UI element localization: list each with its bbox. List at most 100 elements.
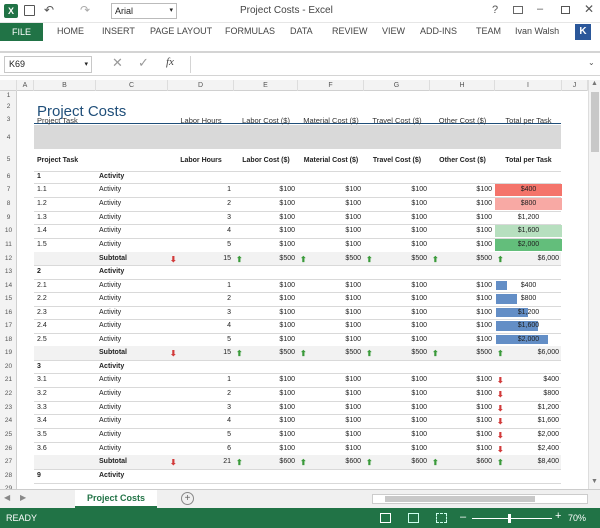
travel-cost[interactable]: $100 [411,309,427,316]
header-cell-5[interactable]: Other Cost ($) [438,116,487,125]
material-cost[interactable]: $100 [345,376,361,383]
travel-cost[interactable]: $100 [411,404,427,411]
add-sheet-button[interactable]: + [181,492,194,505]
subtotal-other[interactable]: $600 [476,458,492,465]
labor-cost[interactable]: $100 [279,214,295,221]
labor-hours[interactable]: 5 [227,431,231,438]
task-id[interactable]: 2.3 [37,309,47,316]
labor-cost[interactable]: $100 [279,241,295,248]
formula-input[interactable] [190,56,586,73]
user-name[interactable]: Ivan Walsh [515,26,560,36]
normal-view-icon[interactable] [380,513,391,523]
task-activity[interactable]: Activity [99,376,122,383]
next-sheet-icon[interactable]: ▶ [20,493,27,502]
total-per-task[interactable]: $1,600 [495,225,562,237]
task-id[interactable]: 3.2 [37,390,47,397]
other-cost[interactable]: $100 [476,417,492,424]
task-id[interactable]: 2.5 [37,336,47,343]
labor-cost[interactable]: $100 [279,390,295,397]
labor-cost[interactable]: $100 [279,200,295,207]
total-per-task[interactable]: $400 [520,282,537,289]
subtotal-hours[interactable]: 15 [223,349,231,356]
travel-cost[interactable]: $100 [411,322,427,329]
subtotal-label[interactable]: Subtotal [99,255,127,262]
row-header[interactable]: 5 [6,156,11,163]
subtotal-travel[interactable]: $500 [411,349,427,356]
tab-data[interactable]: DATA [290,26,313,36]
labor-hours[interactable]: 4 [227,322,231,329]
material-cost[interactable]: $100 [345,431,361,438]
labor-hours[interactable]: 3 [227,214,231,221]
labor-hours[interactable]: 2 [227,390,231,397]
restore-button[interactable] [561,6,570,14]
labor-hours[interactable]: 1 [227,376,231,383]
other-cost[interactable]: $100 [476,309,492,316]
other-cost[interactable]: $100 [476,376,492,383]
subtotal-travel[interactable]: $600 [411,458,427,465]
labor-hours[interactable]: 4 [227,227,231,234]
page-break-view-icon[interactable] [436,513,447,523]
total-per-task[interactable]: $400 [495,184,562,196]
row-header[interactable]: 15 [4,295,13,302]
task-activity[interactable]: Activity [99,336,122,343]
minimize-button[interactable]: – [537,3,544,15]
header-bold-cell-3[interactable]: Material Cost ($) [303,156,359,164]
row-header[interactable]: 28 [4,472,13,479]
sheet-tab-project-costs[interactable]: Project Costs [75,490,157,508]
total-per-task[interactable]: $2,000 [495,239,562,251]
row-header[interactable]: 10 [4,227,13,234]
labor-cost[interactable]: $100 [279,404,295,411]
task-id[interactable]: 1.3 [37,214,47,221]
task-activity[interactable]: Activity [99,241,122,248]
header-cell-3[interactable]: Material Cost ($) [303,116,359,125]
task-activity[interactable]: Activity [99,417,122,424]
task-id[interactable]: 2.4 [37,322,47,329]
row-header[interactable]: 23 [4,404,13,411]
tab-home[interactable]: HOME [57,26,84,36]
header-cell-2[interactable]: Labor Cost ($) [242,116,290,125]
scroll-down-icon[interactable]: ▼ [591,478,598,485]
other-cost[interactable]: $100 [476,445,492,452]
insert-function-icon[interactable]: fx [166,56,174,68]
labor-cost[interactable]: $100 [279,445,295,452]
group-id[interactable]: 9 [37,472,41,479]
labor-hours[interactable]: 2 [227,200,231,207]
travel-cost[interactable]: $100 [411,295,427,302]
task-id[interactable]: 3.1 [37,376,47,383]
other-cost[interactable]: $100 [476,431,492,438]
zoom-level[interactable]: 70% [568,513,587,523]
page-layout-view-icon[interactable] [408,513,419,523]
total-per-task[interactable]: $2,400 [537,445,559,452]
worksheet-grid[interactable]: Project Costs Project Task Labor Hours Lab… [17,91,588,489]
subtotal-other[interactable]: $500 [476,255,492,262]
travel-cost[interactable]: $100 [411,431,427,438]
task-id[interactable]: 1.2 [37,200,47,207]
name-box[interactable]: K69 ▾ [4,56,92,73]
material-cost[interactable]: $100 [345,404,361,411]
task-id[interactable]: 2.2 [37,295,47,302]
header-cell-4[interactable]: Travel Cost ($) [372,116,422,125]
labor-hours[interactable]: 1 [227,282,231,289]
column-header[interactable]: B [34,80,96,91]
material-cost[interactable]: $100 [345,309,361,316]
header-bold-cell-1[interactable]: Labor Hours [180,156,222,164]
expand-formula-icon[interactable]: ⌄ [588,58,595,67]
subtotal-material[interactable]: $500 [345,349,361,356]
labor-cost[interactable]: $100 [279,417,295,424]
subtotal-hours[interactable]: 15 [223,255,231,262]
subtotal-label[interactable]: Subtotal [99,458,127,465]
subtotal-material[interactable]: $500 [345,255,361,262]
labor-hours[interactable]: 3 [227,309,231,316]
column-header[interactable]: G [364,80,430,91]
labor-hours[interactable]: 5 [227,336,231,343]
other-cost[interactable]: $100 [476,390,492,397]
subtotal-labor[interactable]: $600 [279,458,295,465]
labor-hours[interactable]: 4 [227,417,231,424]
task-activity[interactable]: Activity [99,227,122,234]
subtotal-other[interactable]: $500 [476,349,492,356]
task-activity[interactable]: Activity [99,295,122,302]
header-bold-cell-6[interactable]: Total per Task [505,156,552,164]
labor-cost[interactable]: $100 [279,309,295,316]
travel-cost[interactable]: $100 [411,186,427,193]
labor-hours[interactable]: 5 [227,241,231,248]
